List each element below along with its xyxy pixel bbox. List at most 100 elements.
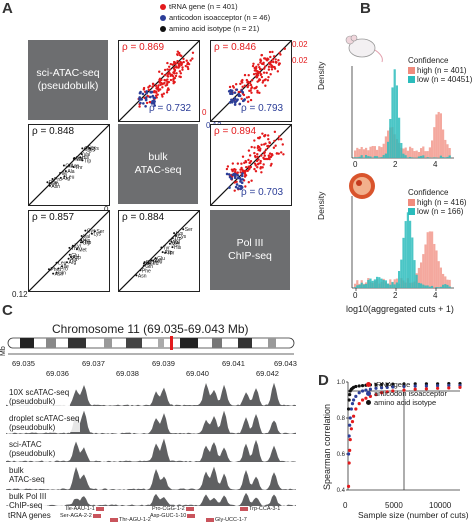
aa-label: Thr	[71, 246, 79, 252]
hist-bar-high	[354, 283, 357, 288]
trna-point	[241, 78, 244, 82]
trna-point	[262, 62, 265, 66]
anticodon-point	[230, 100, 234, 104]
aa-point	[182, 228, 185, 231]
hist-bar-high	[415, 150, 418, 158]
trna-point	[279, 138, 283, 141]
hist-bar-low	[411, 157, 414, 158]
hist-bar-high	[413, 151, 416, 158]
axis-corner: 0	[202, 108, 207, 117]
hist-bar-low	[409, 156, 412, 158]
aa-point	[72, 166, 75, 169]
scatter-plot	[211, 41, 291, 121]
trna-point	[158, 81, 161, 84]
trna-point	[256, 91, 259, 94]
anticodon-point	[151, 94, 155, 98]
aa-point	[46, 181, 49, 184]
gene-label: Pro-CGG-1-2	[152, 506, 185, 512]
hist-bar-high	[371, 145, 374, 158]
trna-point	[155, 86, 159, 90]
trna-point	[253, 146, 256, 149]
trna-point	[263, 78, 266, 82]
point-tRNA-gene	[348, 448, 352, 452]
anticodon-point	[229, 92, 232, 96]
aa-point	[154, 257, 157, 260]
trna-point	[268, 50, 272, 54]
aa-label: Leu	[58, 261, 67, 267]
trna-point	[280, 151, 283, 154]
hist-bar-low	[402, 237, 405, 288]
hist-bar-high	[373, 146, 376, 158]
legend-label: anticodon isoacceptor (n = 46)	[169, 13, 271, 22]
block-bulk-atac: bulk ATAC-seq	[118, 124, 198, 204]
b-legend-top: Confidence high (n = 401) low (n = 40451…	[408, 56, 472, 85]
trna-point	[264, 148, 268, 151]
hist-bar-low	[387, 141, 390, 158]
trna-point	[177, 66, 180, 69]
mb-label: Mb	[0, 346, 7, 356]
b-xtick-2: 2	[393, 291, 398, 300]
b-xtick-top-0: 0	[353, 160, 358, 169]
y-tick-label: 0.8	[337, 416, 346, 422]
hist-bar-low	[360, 282, 363, 288]
chromosome-ideogram	[7, 336, 295, 355]
hist-bar-high	[389, 279, 392, 288]
trna-point	[244, 185, 247, 188]
tick-label: 10000	[429, 501, 452, 510]
hist-bar-high	[356, 147, 359, 158]
anticodon-point	[153, 96, 157, 100]
aa-label: Cys	[87, 229, 96, 235]
gene-label: Asp-GUC-1-10	[150, 513, 187, 519]
anticodon-point	[242, 99, 246, 102]
aa-point	[57, 267, 60, 270]
trna-point	[226, 165, 230, 168]
aa-point	[170, 240, 173, 243]
hist-bar-high	[367, 150, 370, 158]
rho-blue: ρ = 0.732	[149, 103, 192, 114]
embryo-icon	[349, 173, 375, 199]
b-xtick-4: 4	[433, 291, 438, 300]
d-xlabel: Sample size (number of cuts)	[358, 510, 469, 520]
tick-label: 69.037	[82, 359, 105, 368]
rho-black: ρ = 0.857	[32, 212, 75, 223]
point-amino-acid-isotype	[347, 398, 351, 402]
trna-point	[178, 70, 182, 73]
trna-point	[247, 149, 251, 152]
aa-label: Asn	[51, 184, 60, 190]
aa-label: Glu	[65, 164, 73, 170]
aa-label: Trp	[174, 236, 182, 242]
trna-point	[259, 159, 262, 163]
hist-bar-high	[365, 147, 368, 158]
point-anticodon-isoacceptor	[360, 389, 365, 393]
hist-bar-low	[395, 282, 398, 288]
trna-point	[244, 160, 248, 164]
anticodon-point	[230, 89, 234, 93]
point-anticodon-isoacceptor	[357, 391, 361, 395]
b-xtick-0: 0	[353, 291, 358, 300]
anticodon-point	[227, 89, 231, 93]
tick-label: 69.040	[186, 369, 209, 378]
point-tRNA-gene	[424, 387, 428, 391]
aa-label: Thr	[75, 165, 83, 171]
legend-label: anticodon isoacceptor	[374, 389, 447, 398]
aa-point	[48, 182, 51, 185]
legend-label: tRNA gene	[374, 380, 411, 389]
trna-point	[161, 95, 164, 98]
trna-point	[142, 88, 146, 91]
gene-label: Trp-CCA-3-1	[249, 506, 281, 512]
hist-bar-low	[384, 153, 387, 158]
coverage-area	[6, 382, 296, 406]
trna-point	[274, 58, 277, 61]
trna-point	[231, 162, 235, 165]
hist-bar-low	[373, 279, 376, 288]
gene-label: Ile-AAU-1-1	[66, 506, 95, 512]
trna-point	[260, 54, 263, 57]
aa-point	[55, 271, 58, 274]
aa-point	[71, 244, 74, 247]
trna-point	[243, 73, 247, 77]
trna-point	[233, 168, 236, 171]
trna-point	[251, 64, 255, 68]
hist-bar-high	[426, 151, 429, 158]
aa-point	[168, 242, 171, 245]
axis-tick-top-red: 0.02	[292, 56, 308, 65]
